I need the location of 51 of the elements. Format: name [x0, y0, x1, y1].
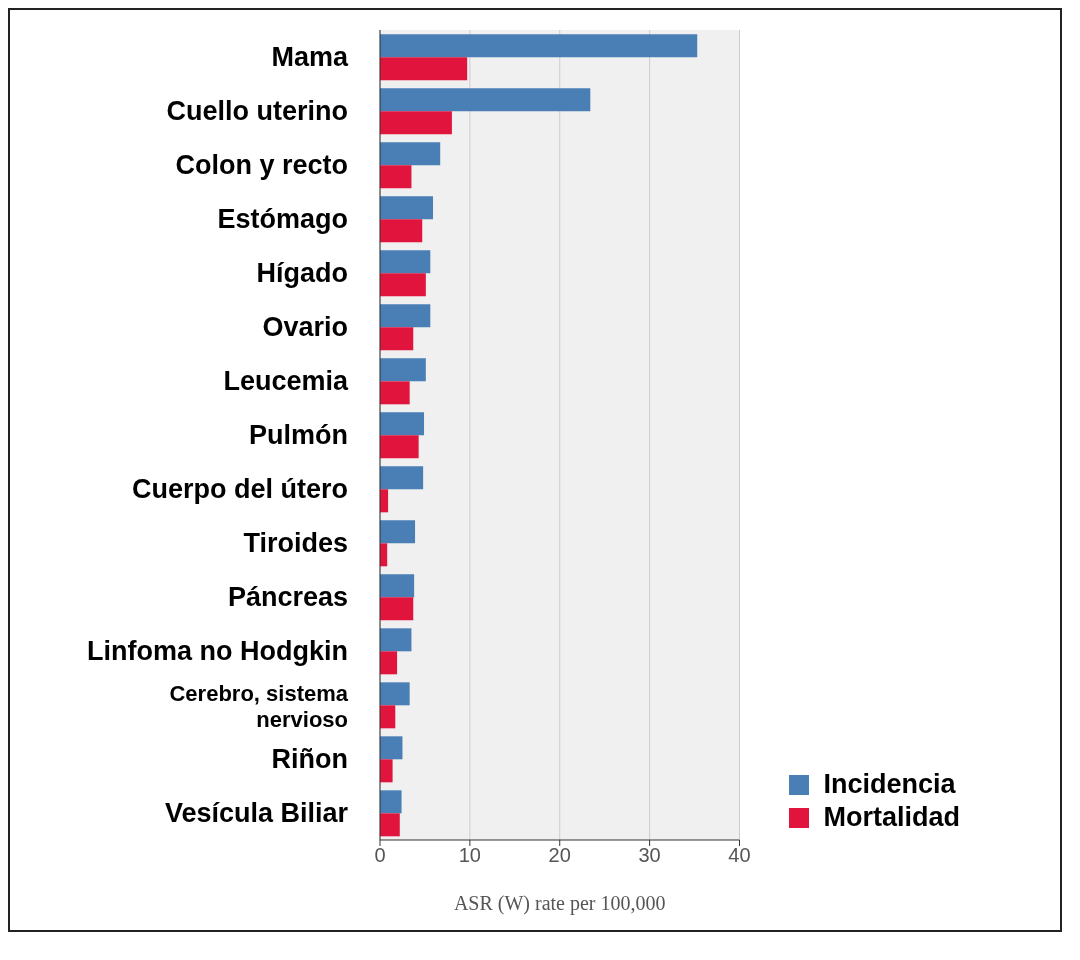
bar [380, 34, 698, 58]
bar [380, 759, 393, 783]
y-tick-label: Linfoma no Hodgkin [87, 636, 348, 666]
x-axis-title: ASR (W) rate per 100,000 [453, 892, 666, 915]
bar [380, 250, 431, 274]
bar [380, 705, 396, 729]
y-tick-label: Pulmón [249, 420, 348, 450]
bar [380, 165, 412, 189]
bar [380, 435, 419, 459]
legend-label: Incidencia [823, 769, 956, 800]
x-tick-label: 10 [458, 844, 481, 867]
y-tick-label: Mama [271, 42, 349, 72]
y-tick-label: Vesícula Biliar [164, 798, 349, 828]
x-tick-label: 0 [374, 844, 386, 867]
bar [380, 142, 441, 166]
bar [380, 273, 426, 297]
y-tick-label: Leucemia [223, 366, 349, 396]
bar [380, 736, 403, 760]
y-tick-label: Cerebro, sistema nervioso [169, 681, 349, 732]
y-tick-label: Cuello uterino [166, 96, 348, 126]
x-tick-label: 20 [548, 844, 571, 867]
bar [380, 358, 426, 382]
bar [380, 651, 398, 675]
y-tick-label: Riñon [271, 744, 348, 774]
bar [380, 466, 424, 490]
bar [380, 520, 416, 544]
legend-label: Mortalidad [823, 802, 960, 833]
bar [380, 381, 410, 405]
bar [380, 219, 423, 243]
bar [380, 57, 468, 81]
y-tick-label: Tiroides [243, 528, 348, 558]
bar [380, 813, 400, 837]
bar [380, 304, 431, 328]
y-tick-label: Cuerpo del útero [131, 474, 348, 504]
x-tick-label: 40 [728, 844, 751, 867]
bar [380, 597, 414, 621]
y-tick-label: Páncreas [227, 582, 348, 612]
bar [380, 574, 415, 598]
bar [380, 412, 425, 436]
bar [380, 196, 434, 220]
y-tick-label: Hígado [256, 258, 348, 288]
bar [380, 111, 452, 135]
bar [380, 88, 591, 112]
bar [380, 327, 414, 351]
bar [380, 790, 402, 814]
y-tick-label: Estómago [217, 204, 348, 234]
x-tick-label: 30 [638, 844, 661, 867]
y-tick-label: Colon y recto [175, 150, 348, 180]
bar [380, 628, 412, 652]
y-tick-label: Ovario [262, 312, 348, 342]
bar [380, 682, 410, 706]
